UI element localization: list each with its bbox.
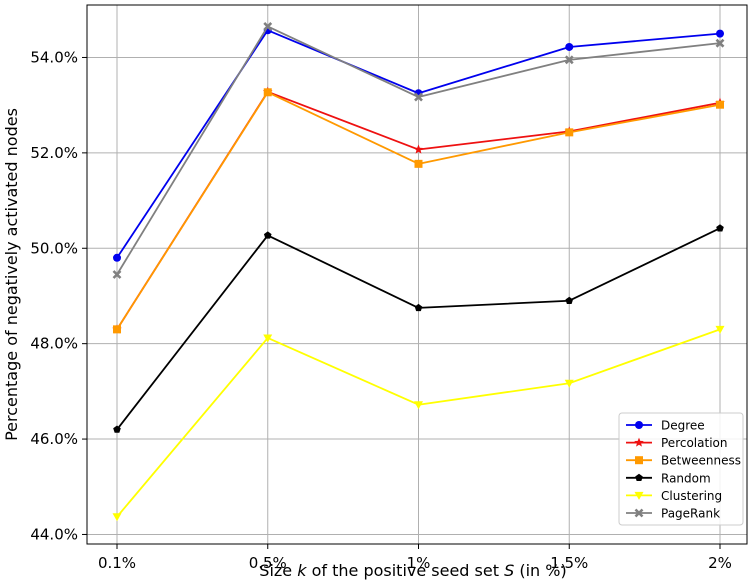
data-point	[263, 334, 273, 343]
legend-entry: Degree	[626, 419, 705, 433]
legend-label: PageRank	[661, 507, 720, 521]
y-tick-label: 48.0%	[30, 335, 78, 353]
x-axis-label-part: of the positive seed set	[307, 561, 505, 580]
legend-label: Random	[661, 471, 711, 485]
x-tick-label: 0.5%	[249, 554, 287, 572]
y-tick-label: 44.0%	[30, 525, 78, 543]
x-tick-label: 0.1%	[98, 554, 136, 572]
legend-entry: Betweenness	[626, 454, 741, 468]
y-tick-label: 52.0%	[30, 144, 78, 162]
y-tick-label: 50.0%	[30, 239, 78, 257]
legend-label: Clustering	[661, 489, 722, 503]
plot-frame	[86, 4, 748, 545]
x-tick-label: 1%	[407, 554, 431, 572]
legend-marker	[634, 491, 644, 500]
data-point	[414, 92, 423, 102]
x-tick-label: 2%	[708, 554, 732, 572]
data-point	[565, 128, 574, 137]
ticks: 0.1% 0.5% 1% 1.5% 2% 44.0% 46.0% 48.0% 50.0% 52.0…	[30, 48, 732, 572]
data-point	[414, 401, 423, 410]
y-tick-label: 46.0%	[30, 430, 78, 448]
legend-marker	[634, 437, 644, 447]
data-point	[112, 513, 122, 522]
data-point	[113, 253, 121, 262]
data-point	[564, 55, 574, 65]
data-point	[263, 88, 272, 97]
data-point	[716, 29, 724, 38]
x-axis-label-part: k	[297, 561, 307, 580]
data-point	[112, 270, 122, 279]
legend-entry: Clustering	[626, 489, 722, 503]
data-point	[564, 379, 574, 388]
series-clustering	[112, 325, 725, 522]
data-point	[413, 144, 424, 154]
legend-label: Degree	[661, 419, 705, 433]
data-point	[113, 425, 121, 433]
series-betweenness	[113, 88, 724, 334]
legend-label: Betweenness	[661, 454, 741, 468]
legend-entry: PageRank	[626, 507, 720, 521]
x-axis-label-part: Size	[259, 561, 297, 580]
data-point	[716, 100, 724, 109]
series-layer	[112, 22, 725, 522]
x-axis-label-part: (in %)	[514, 561, 566, 580]
series-random	[113, 224, 724, 433]
x-axis-label: Size k of the positive seed set S (in %)	[259, 561, 566, 580]
y-axis-label: Percentage of negatively activated nodes	[2, 108, 21, 441]
data-point	[414, 303, 423, 312]
data-point	[263, 22, 273, 31]
data-point	[716, 224, 724, 232]
legend-marker	[635, 421, 643, 429]
x-axis-label-part: S	[504, 561, 514, 580]
legend-entry: Percolation	[626, 436, 727, 450]
data-point	[565, 42, 574, 51]
x-tick-label: 1.5%	[550, 554, 588, 572]
series-pagerank	[112, 22, 725, 279]
data-point	[113, 325, 121, 334]
legend-marker	[634, 508, 644, 518]
data-point	[565, 296, 574, 304]
legend-marker	[635, 456, 643, 465]
data-point	[715, 325, 725, 334]
data-point	[715, 38, 725, 48]
data-point	[414, 159, 423, 168]
y-tick-label: 54.0%	[30, 48, 78, 66]
data-point	[263, 231, 272, 239]
legend: Degree Percolation Betweenness Random Cluste…	[618, 412, 744, 526]
legend-label: Percolation	[661, 436, 727, 450]
legend-box	[618, 412, 744, 526]
legend-marker	[635, 473, 643, 482]
legend-entry: Random	[626, 471, 711, 485]
